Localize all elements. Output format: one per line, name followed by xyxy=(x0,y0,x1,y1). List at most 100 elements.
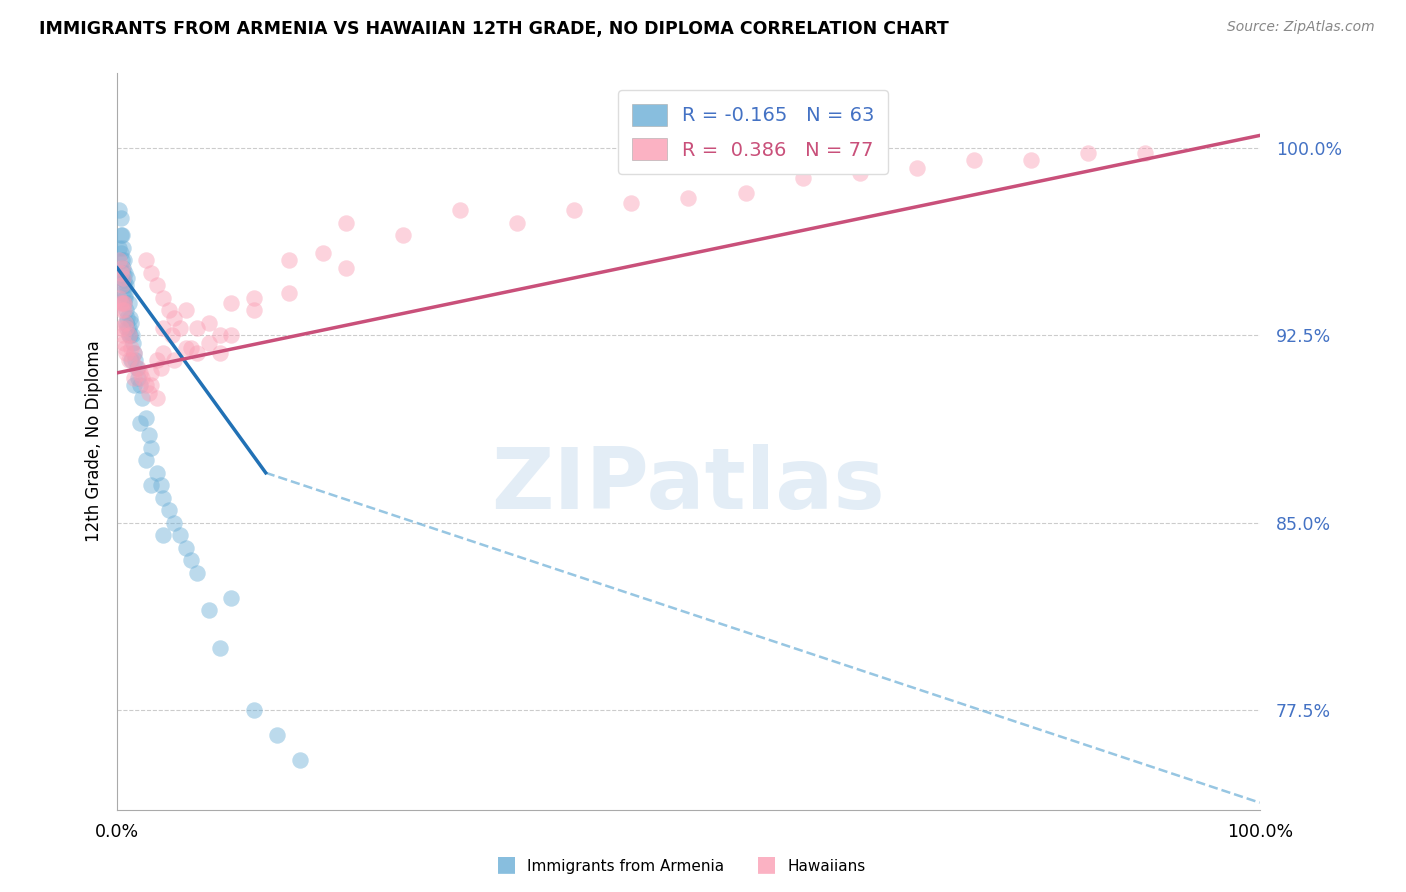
Point xyxy=(221,591,243,605)
Point xyxy=(146,353,169,368)
Point xyxy=(111,241,134,255)
Point xyxy=(312,246,335,260)
Point xyxy=(141,366,163,380)
Point xyxy=(149,360,172,375)
Point xyxy=(124,371,146,385)
Point xyxy=(131,391,153,405)
Point xyxy=(117,321,139,335)
Point xyxy=(122,335,145,350)
Point xyxy=(129,416,152,430)
Point xyxy=(117,328,139,343)
Point xyxy=(111,278,134,293)
Point xyxy=(120,353,142,368)
Point xyxy=(506,216,529,230)
Point xyxy=(115,303,138,318)
Point xyxy=(118,328,141,343)
Point xyxy=(1135,145,1157,160)
Point xyxy=(135,253,157,268)
Point xyxy=(157,503,180,517)
Point xyxy=(125,360,148,375)
Point xyxy=(112,303,135,318)
Point xyxy=(152,346,174,360)
Point xyxy=(124,346,146,360)
Point xyxy=(111,296,134,310)
Point xyxy=(288,753,311,767)
Point xyxy=(112,278,135,293)
Text: Immigrants from Armenia: Immigrants from Armenia xyxy=(527,859,724,874)
Point xyxy=(112,335,135,350)
Point xyxy=(163,353,186,368)
Point xyxy=(277,253,299,268)
Point xyxy=(112,273,135,287)
Point xyxy=(197,316,219,330)
Text: IMMIGRANTS FROM ARMENIA VS HAWAIIAN 12TH GRADE, NO DIPLOMA CORRELATION CHART: IMMIGRANTS FROM ARMENIA VS HAWAIIAN 12TH… xyxy=(39,20,949,37)
Point xyxy=(111,260,134,275)
Point xyxy=(138,385,160,400)
Point xyxy=(120,341,142,355)
Point xyxy=(108,241,131,255)
Point xyxy=(111,271,134,285)
Point xyxy=(108,291,131,305)
Point xyxy=(792,170,814,185)
Text: ■: ■ xyxy=(756,855,776,874)
Point xyxy=(141,478,163,492)
Point xyxy=(120,316,142,330)
Text: Source: ZipAtlas.com: Source: ZipAtlas.com xyxy=(1227,20,1375,34)
Point xyxy=(141,441,163,455)
Point xyxy=(1077,145,1099,160)
Point xyxy=(208,640,231,655)
Point xyxy=(174,341,197,355)
Point xyxy=(108,203,131,218)
Point xyxy=(117,328,139,343)
Point xyxy=(277,285,299,300)
Point xyxy=(163,310,186,325)
Point xyxy=(186,346,208,360)
Point xyxy=(117,296,139,310)
Point xyxy=(112,253,135,268)
Point xyxy=(152,321,174,335)
Point xyxy=(169,528,191,542)
Point xyxy=(110,211,132,225)
Point xyxy=(115,316,138,330)
Point xyxy=(117,310,139,325)
Point xyxy=(163,516,186,530)
Point xyxy=(335,260,357,275)
Point xyxy=(208,346,231,360)
Point xyxy=(111,260,134,275)
Point xyxy=(186,566,208,580)
Point xyxy=(110,266,132,280)
Point xyxy=(146,466,169,480)
Point xyxy=(117,353,139,368)
Point xyxy=(152,291,174,305)
Point xyxy=(391,228,413,243)
Point xyxy=(111,285,134,300)
Point xyxy=(152,528,174,542)
Point xyxy=(734,186,756,200)
Point xyxy=(114,266,136,280)
Point xyxy=(114,316,136,330)
Point xyxy=(110,228,132,243)
Point xyxy=(111,328,134,343)
Point xyxy=(678,191,700,205)
Point xyxy=(111,271,134,285)
Point xyxy=(186,321,208,335)
Point xyxy=(124,378,146,392)
Point xyxy=(146,391,169,405)
Point xyxy=(117,321,139,335)
Point xyxy=(562,203,585,218)
Point xyxy=(174,541,197,555)
Point xyxy=(138,428,160,442)
Point xyxy=(115,346,138,360)
Point xyxy=(197,335,219,350)
Point xyxy=(221,328,243,343)
Point xyxy=(1019,153,1042,168)
Point xyxy=(114,291,136,305)
Point xyxy=(849,166,872,180)
Point xyxy=(129,378,152,392)
Point xyxy=(111,228,134,243)
Text: Hawaiians: Hawaiians xyxy=(787,859,866,874)
Point xyxy=(127,360,149,375)
Point xyxy=(135,410,157,425)
Point xyxy=(111,253,134,268)
Point xyxy=(112,296,135,310)
